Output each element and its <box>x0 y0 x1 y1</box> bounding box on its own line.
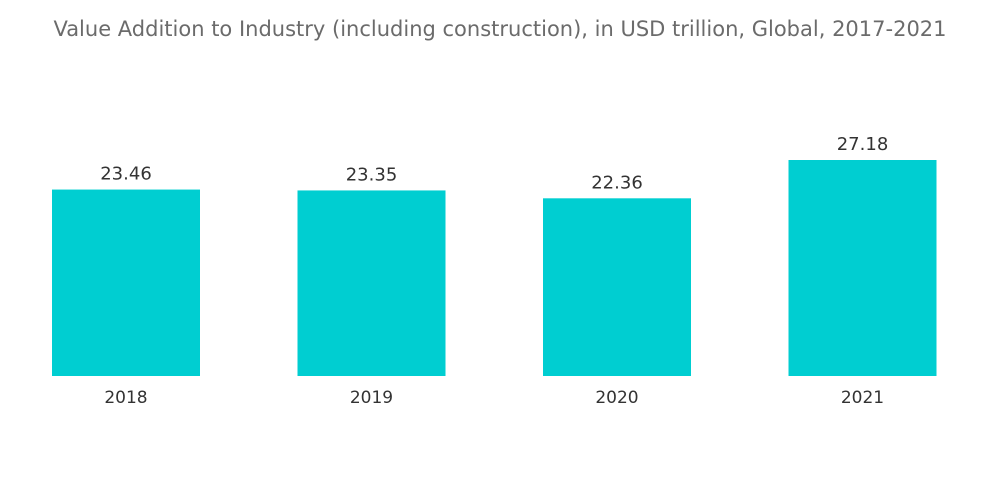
bar-2021 <box>788 160 937 376</box>
value-label-2018: 23.46 <box>100 164 152 185</box>
value-labels-group: 23.46 23.35 22.36 27.18 <box>100 134 888 193</box>
value-label-2020: 22.36 <box>591 172 643 193</box>
x-tick-label-2020: 2020 <box>595 388 638 408</box>
chart-title: Value Addition to Industry (including co… <box>53 17 947 41</box>
x-tick-label-2021: 2021 <box>841 388 884 408</box>
bar-2019 <box>297 190 446 376</box>
bar-2018 <box>52 189 200 376</box>
value-label-2021: 27.18 <box>837 134 889 155</box>
bars-group <box>52 160 937 376</box>
value-label-2019: 23.35 <box>346 164 398 185</box>
x-tick-label-2019: 2019 <box>350 388 393 408</box>
bar-2020 <box>543 198 691 376</box>
x-tick-labels-group: 2018 2019 2020 2021 <box>104 388 884 408</box>
x-tick-label-2018: 2018 <box>104 388 147 408</box>
